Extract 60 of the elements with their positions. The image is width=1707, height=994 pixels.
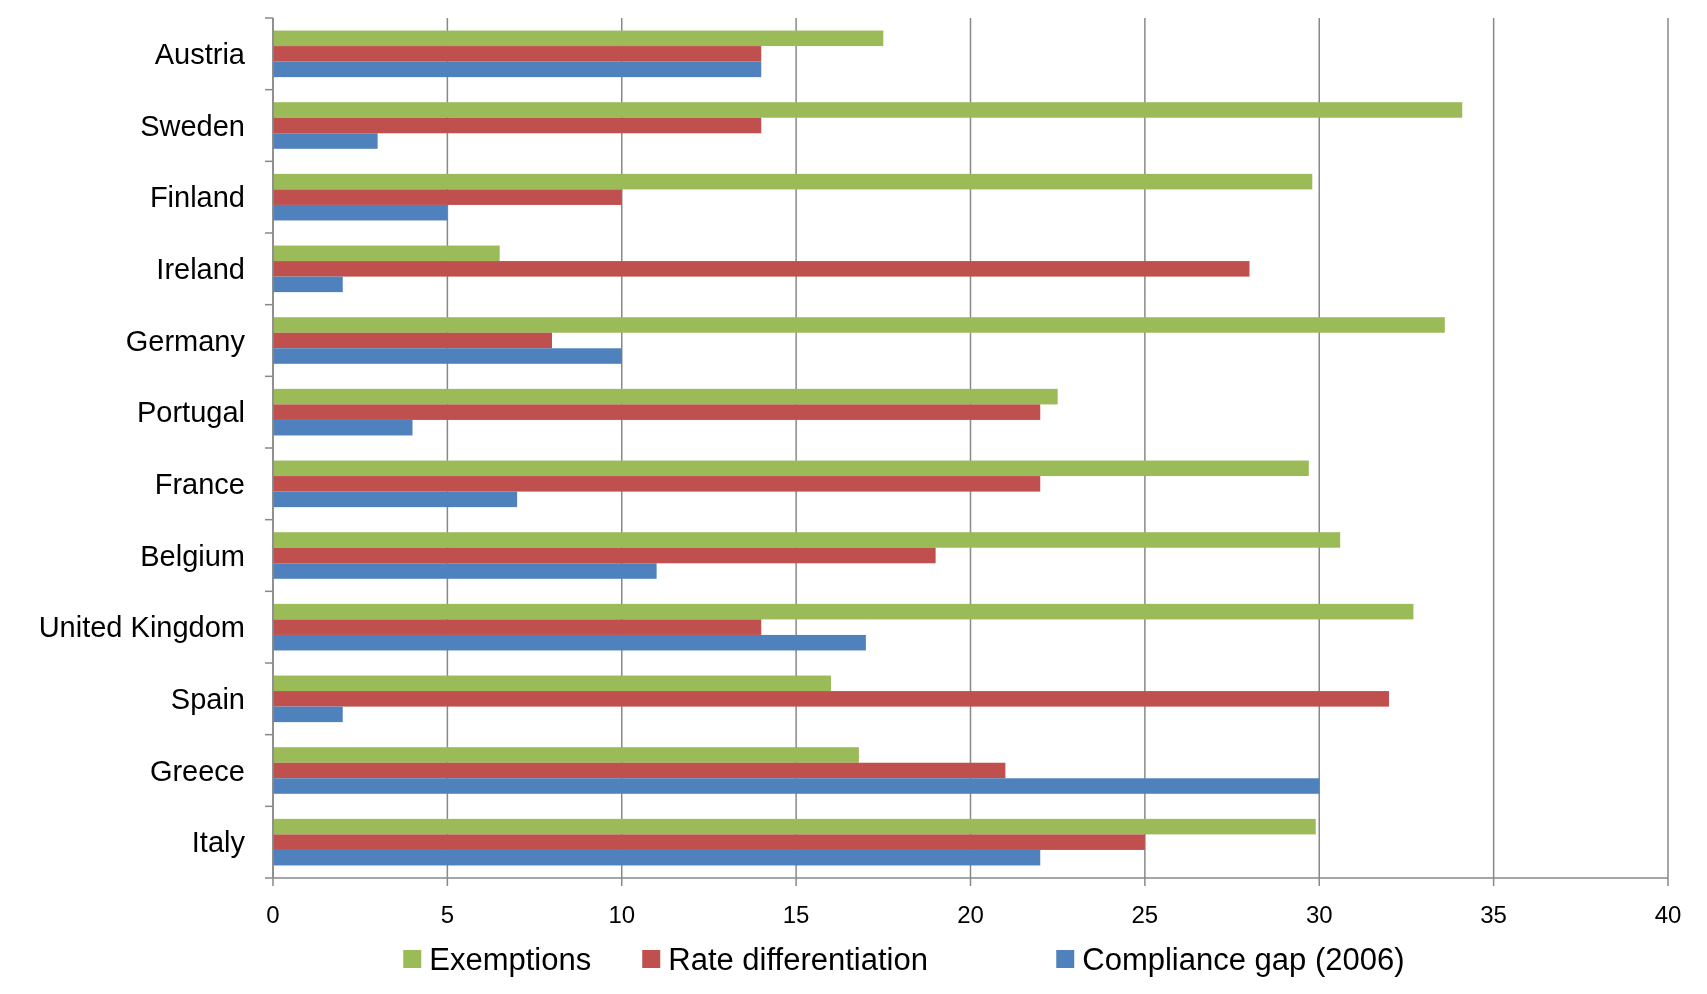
bar — [273, 61, 762, 78]
y-tick-label: Italy — [191, 826, 246, 859]
bar — [273, 204, 448, 221]
bar — [273, 476, 1041, 492]
x-tick-label: 5 — [440, 901, 455, 928]
legend-label: Rate differentiation — [668, 942, 928, 977]
bar — [273, 189, 622, 205]
legend-label: Compliance gap (2006) — [1082, 942, 1405, 977]
x-tick-label: 15 — [782, 901, 810, 928]
y-tick-label: United Kingdom — [38, 611, 245, 644]
bar — [273, 634, 866, 651]
bar — [273, 778, 1320, 794]
bar — [273, 276, 343, 293]
bar — [273, 317, 1445, 333]
legend-label: Exemptions — [429, 942, 592, 977]
x-tick-label: 20 — [957, 901, 984, 928]
y-tick-label: Finland — [149, 181, 245, 214]
bar — [273, 547, 936, 564]
bar — [273, 388, 1058, 405]
bar — [273, 747, 859, 763]
x-tick-label: 10 — [608, 901, 636, 928]
bar — [273, 460, 1309, 477]
y-tick-label: France — [154, 467, 245, 500]
y-tick-label: Belgium — [140, 539, 245, 572]
bar — [273, 491, 518, 508]
x-tick-label: 35 — [1480, 901, 1507, 928]
bar — [273, 245, 500, 262]
bar — [273, 117, 762, 134]
bar — [273, 532, 1341, 548]
y-tick-label: Portugal — [136, 396, 245, 429]
bar — [273, 818, 1316, 835]
bar — [273, 849, 1041, 866]
bar — [273, 762, 1006, 779]
bar — [273, 261, 1250, 277]
x-tick-label: 40 — [1654, 901, 1682, 928]
bar — [273, 834, 1145, 850]
bar — [273, 675, 831, 692]
bar — [273, 419, 413, 436]
y-tick-label: Sweden — [140, 109, 245, 142]
bar — [273, 30, 884, 47]
y-tick-label: Austria — [154, 37, 246, 70]
x-tick-label: 25 — [1131, 901, 1159, 928]
bar — [273, 603, 1414, 620]
bar — [273, 691, 1389, 707]
bar — [273, 102, 1463, 118]
bar — [273, 348, 622, 364]
y-tick-label: Ireland — [156, 252, 245, 285]
y-tick-label: Spain — [170, 682, 245, 715]
y-tick-label: Greece — [149, 754, 245, 787]
bar — [273, 404, 1041, 420]
bar — [273, 46, 762, 62]
bar — [273, 619, 762, 635]
y-tick-label: Germany — [125, 324, 246, 357]
x-tick-label: 30 — [1305, 901, 1333, 928]
bar — [273, 173, 1313, 190]
bar — [273, 332, 552, 349]
bar — [273, 706, 343, 723]
x-tick-label: 0 — [266, 901, 280, 928]
bar — [273, 133, 378, 149]
bar — [273, 563, 657, 579]
